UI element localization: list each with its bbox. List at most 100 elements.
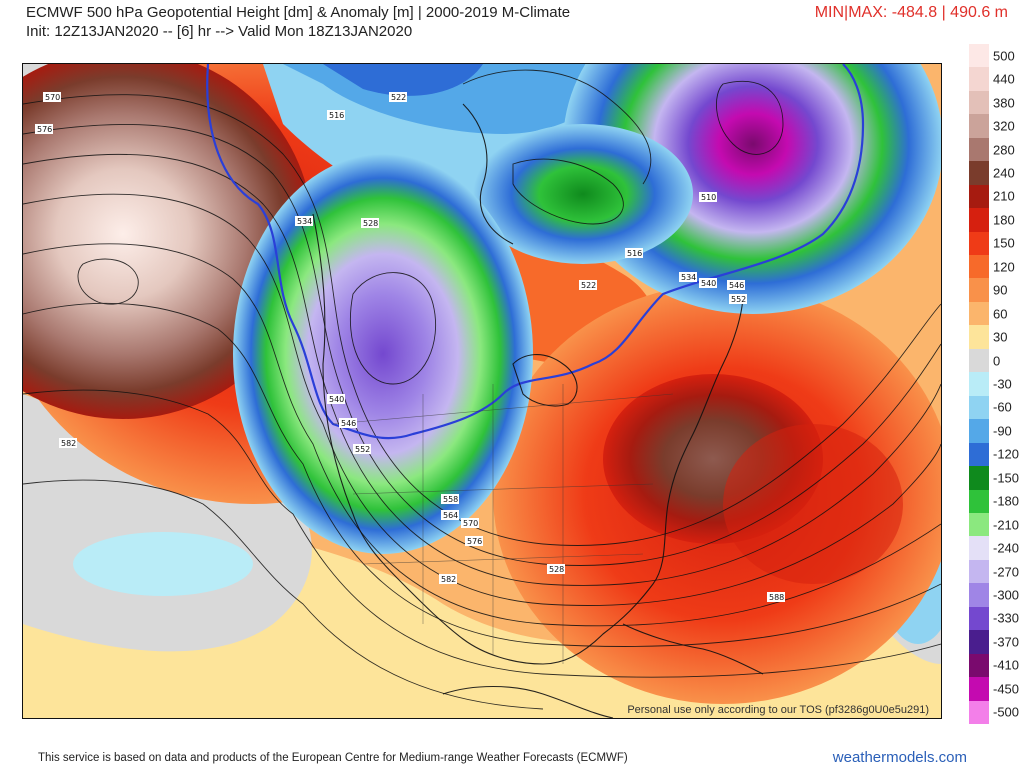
svg-text:528: 528 [549,565,564,574]
colorbar-label: -270 [993,564,1020,580]
colorbar-level: -150 [969,466,1024,490]
svg-text:540: 540 [329,395,344,404]
colorbar-label: 380 [993,95,1015,111]
colorbar-label: -410 [993,657,1020,673]
svg-text:528: 528 [363,219,378,228]
colorbar-label: 320 [993,118,1015,134]
colorbar-level: 30 [969,325,1024,349]
colorbar-level: -90 [969,419,1024,443]
colorbar-level: 90 [969,278,1024,302]
colorbar-label: -450 [993,681,1020,697]
colorbar-level: 0 [969,348,1024,373]
colorbar-label: -150 [993,470,1020,486]
svg-text:516: 516 [329,111,344,120]
colorbar-level: 210 [969,184,1024,209]
colorbar-label: -210 [993,517,1020,533]
colorbar-level: 60 [969,301,1024,326]
colorbar-label: 280 [993,142,1015,157]
svg-text:510: 510 [701,193,716,202]
svg-text:546: 546 [341,419,356,428]
colorbar-label: 500 [993,48,1015,64]
map-panel: 570 576 516 522 528 534 510 522 540 546 … [22,63,942,719]
colorbar-label: -90 [993,423,1012,439]
colorbar-label: 60 [993,306,1008,322]
colorbar-level: -270 [969,559,1024,584]
colorbar-swatch [969,559,989,584]
colorbar-label: -500 [993,704,1020,720]
colorbar-level: 280 [969,137,1024,162]
colorbar-swatch [969,677,989,701]
colorbar-swatch [969,137,989,162]
colorbar-label: 90 [993,282,1008,298]
colorbar-label: -300 [993,587,1020,603]
svg-text:576: 576 [37,125,52,134]
svg-text:546: 546 [729,281,744,290]
svg-text:534: 534 [297,217,312,226]
colorbar-swatch [969,67,989,91]
colorbar-label: 0 [993,353,1001,369]
svg-text:570: 570 [463,519,478,528]
colorbar-label: -180 [993,493,1020,509]
svg-text:552: 552 [355,445,370,454]
colorbar-swatch [969,653,989,678]
colorbar-swatch [969,208,989,232]
colorbar-swatch [969,583,989,607]
colorbar-label: 30 [993,329,1008,345]
colorbar-level: 180 [969,208,1024,232]
colorbar-label: 440 [993,71,1015,87]
colorbar-swatch [969,301,989,326]
colorbar-label: -370 [993,634,1020,650]
svg-text:540: 540 [701,279,716,288]
colorbar-swatch [969,44,989,68]
colorbar-label: 180 [993,212,1015,228]
minmax-readout: MIN|MAX: -484.8 | 490.6 m [814,4,1008,21]
colorbar-label: 240 [993,165,1015,181]
colorbar-label: -30 [993,376,1012,392]
colorbar-label: -330 [993,610,1020,626]
svg-text:564: 564 [443,511,458,520]
svg-text:516: 516 [627,249,642,258]
colorbar-swatch [969,90,989,115]
colorbar-level: -30 [969,372,1024,396]
colorbar-swatch [969,630,989,654]
colorbar-level: -180 [969,489,1024,513]
colorbar-swatch [969,325,989,349]
colorbar-level: 150 [969,231,1024,256]
colorbar-swatch [969,536,989,560]
colorbar-level: -210 [969,512,1024,537]
colorbar-label: -60 [993,399,1012,415]
tos-notice: Personal use only according to our TOS (… [627,704,929,716]
svg-text:570: 570 [45,93,60,102]
svg-text:534: 534 [681,273,696,282]
colorbar-level: 500 [969,44,1024,68]
ecmwf-attribution: This service is based on data and produc… [38,752,628,764]
svg-text:576: 576 [467,537,482,546]
colorbar-swatch [969,114,989,138]
colorbar-swatch [969,442,989,467]
colorbar-swatch [969,161,989,185]
colorbar-level: -120 [969,442,1024,467]
colorbar-label: 150 [993,235,1015,251]
colorbar-swatch [969,348,989,373]
colorbar-swatch [969,606,989,631]
colorbar-level: 380 [969,90,1024,115]
colorbar-level: -500 [969,700,1024,724]
anomaly-colorbar: 500 440 380 320 280 240 210 180 150 120 90 60 30 0 -30… [969,44,1024,724]
colorbar-swatch [969,419,989,443]
colorbar-swatch [969,395,989,420]
colorbar-level: -60 [969,395,1024,420]
svg-text:522: 522 [391,93,406,102]
colorbar-level: 240 [969,161,1024,185]
colorbar-label: 120 [993,259,1015,275]
colorbar-swatch [969,278,989,302]
colorbar-swatch [969,184,989,209]
colorbar-level: -240 [969,536,1024,560]
svg-text:582: 582 [61,439,76,448]
site-link[interactable]: weathermodels.com [832,749,967,766]
colorbar-swatch [969,372,989,396]
colorbar-level: -300 [969,583,1024,607]
colorbar-swatch [969,255,989,279]
colorbar-level: 320 [969,114,1024,138]
colorbar-swatch [969,231,989,256]
colorbar-level: -370 [969,630,1024,654]
